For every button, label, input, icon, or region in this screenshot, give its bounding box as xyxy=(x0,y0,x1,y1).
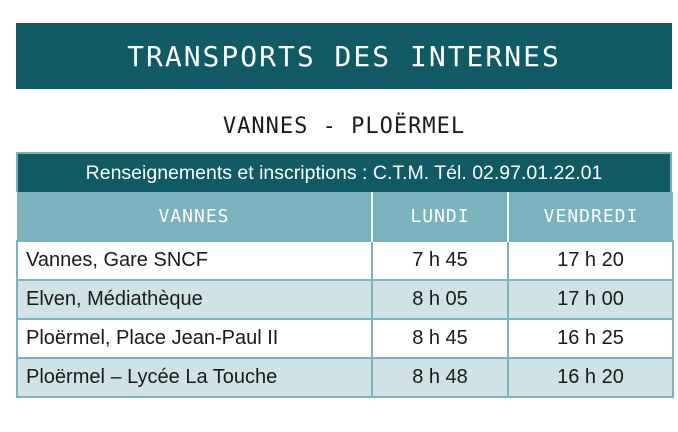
lundi-time: 7 h 45 xyxy=(371,240,509,281)
page-title: TRANSPORTS DES INTERNES xyxy=(127,39,561,73)
schedule-table: VANNES LUNDI VENDREDI Vannes, Gare SNCF … xyxy=(16,192,674,398)
table-row: Ploërmel – Lycée La Touche 8 h 48 16 h 2… xyxy=(16,357,674,398)
stop-name: Ploërmel – Lycée La Touche xyxy=(16,357,373,398)
stop-name: Ploërmel, Place Jean-Paul II xyxy=(16,318,373,359)
lundi-time: 8 h 45 xyxy=(371,318,509,359)
column-header-vendredi: VENDREDI xyxy=(508,192,673,241)
info-text: Renseignements et inscriptions : C.T.M. … xyxy=(85,161,603,184)
column-header-lundi: LUNDI xyxy=(372,192,509,241)
lundi-time: 8 h 48 xyxy=(371,357,509,398)
vendredi-time: 16 h 25 xyxy=(507,318,674,359)
column-header-stop: VANNES xyxy=(17,192,373,241)
vendredi-time: 16 h 20 xyxy=(507,357,674,398)
vendredi-time: 17 h 20 xyxy=(507,240,674,281)
table-row: Ploërmel, Place Jean-Paul II 8 h 45 16 h… xyxy=(16,318,674,359)
stop-name: Elven, Médiathèque xyxy=(16,279,373,320)
table-row: Vannes, Gare SNCF 7 h 45 17 h 20 xyxy=(16,240,674,281)
lundi-time: 8 h 05 xyxy=(371,279,509,320)
table-header-row: VANNES LUNDI VENDREDI xyxy=(17,192,673,241)
stop-name: Vannes, Gare SNCF xyxy=(16,240,373,281)
info-bar: Renseignements et inscriptions : C.T.M. … xyxy=(16,152,672,192)
title-banner: TRANSPORTS DES INTERNES xyxy=(16,23,672,89)
timetable: Renseignements et inscriptions : C.T.M. … xyxy=(16,152,674,400)
vendredi-time: 17 h 00 xyxy=(507,279,674,320)
table-row: Elven, Médiathèque 8 h 05 17 h 00 xyxy=(16,279,674,320)
route-heading: VANNES - PLOËRMEL xyxy=(222,114,466,139)
